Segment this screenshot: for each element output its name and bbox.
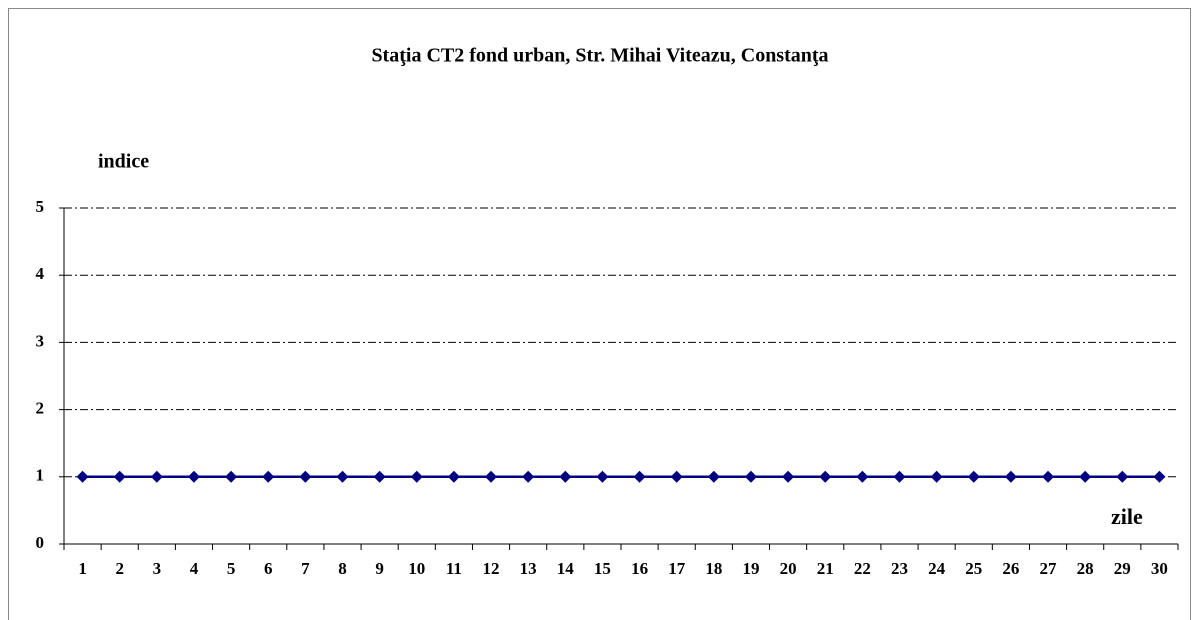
series-marker — [1153, 470, 1166, 483]
x-tick-label: 4 — [190, 559, 199, 578]
series-marker — [336, 470, 349, 483]
x-tick-label: 20 — [780, 559, 797, 578]
y-tick-label: 5 — [36, 197, 45, 216]
y-tick-label: 4 — [36, 264, 45, 283]
y-tick-label: 3 — [36, 331, 45, 350]
series-marker — [1042, 470, 1055, 483]
x-tick-label: 1 — [78, 559, 87, 578]
x-tick-label: 26 — [1002, 559, 1019, 578]
series-marker — [930, 470, 943, 483]
x-tick-label: 28 — [1077, 559, 1094, 578]
y-tick-label: 1 — [36, 466, 45, 485]
x-tick-label: 30 — [1151, 559, 1168, 578]
x-tick-label: 22 — [854, 559, 871, 578]
series-marker — [596, 470, 609, 483]
series-marker — [447, 470, 460, 483]
series-marker — [1004, 470, 1017, 483]
x-tick-label: 5 — [227, 559, 236, 578]
series-marker — [670, 470, 683, 483]
x-tick-label: 10 — [408, 559, 425, 578]
x-tick-label: 23 — [891, 559, 908, 578]
x-tick-label: 9 — [375, 559, 384, 578]
x-tick-label: 29 — [1114, 559, 1131, 578]
x-tick-label: 3 — [153, 559, 162, 578]
x-tick-label: 24 — [928, 559, 946, 578]
series-marker — [633, 470, 646, 483]
series-marker — [819, 470, 832, 483]
series-marker — [187, 470, 200, 483]
series-marker — [744, 470, 757, 483]
series-marker — [150, 470, 163, 483]
x-tick-label: 17 — [668, 559, 686, 578]
x-tick-label: 16 — [631, 559, 648, 578]
series-marker — [225, 470, 238, 483]
x-tick-label: 8 — [338, 559, 347, 578]
x-tick-label: 2 — [115, 559, 124, 578]
series-marker — [967, 470, 980, 483]
x-tick-label: 7 — [301, 559, 310, 578]
x-tick-label: 19 — [742, 559, 759, 578]
y-tick-label: 0 — [36, 533, 45, 552]
x-tick-label: 11 — [446, 559, 462, 578]
series-marker — [485, 470, 498, 483]
y-axis-label: indice — [98, 151, 149, 173]
series-marker — [113, 470, 126, 483]
series-marker — [1116, 470, 1129, 483]
series-marker — [1079, 470, 1092, 483]
series-marker — [893, 470, 906, 483]
x-tick-label: 18 — [705, 559, 722, 578]
series-marker — [410, 470, 423, 483]
y-tick-label: 2 — [36, 399, 45, 418]
x-axis-label: zile — [1111, 504, 1143, 529]
x-tick-label: 13 — [520, 559, 537, 578]
series-marker — [856, 470, 869, 483]
chart-border — [8, 8, 1191, 620]
x-tick-label: 21 — [817, 559, 834, 578]
x-tick-label: 15 — [594, 559, 611, 578]
series-marker — [522, 470, 535, 483]
x-tick-label: 6 — [264, 559, 273, 578]
chart-title: Staţia CT2 fond urban, Str. Mihai Viteaz… — [371, 45, 828, 67]
series-marker — [76, 470, 89, 483]
x-tick-label: 12 — [483, 559, 500, 578]
x-tick-label: 27 — [1040, 559, 1058, 578]
series-marker — [707, 470, 720, 483]
series-marker — [299, 470, 312, 483]
x-tick-label: 14 — [557, 559, 575, 578]
x-tick-label: 25 — [965, 559, 982, 578]
series-marker — [559, 470, 572, 483]
series-marker — [373, 470, 386, 483]
series-marker — [782, 470, 795, 483]
series-marker — [262, 470, 275, 483]
